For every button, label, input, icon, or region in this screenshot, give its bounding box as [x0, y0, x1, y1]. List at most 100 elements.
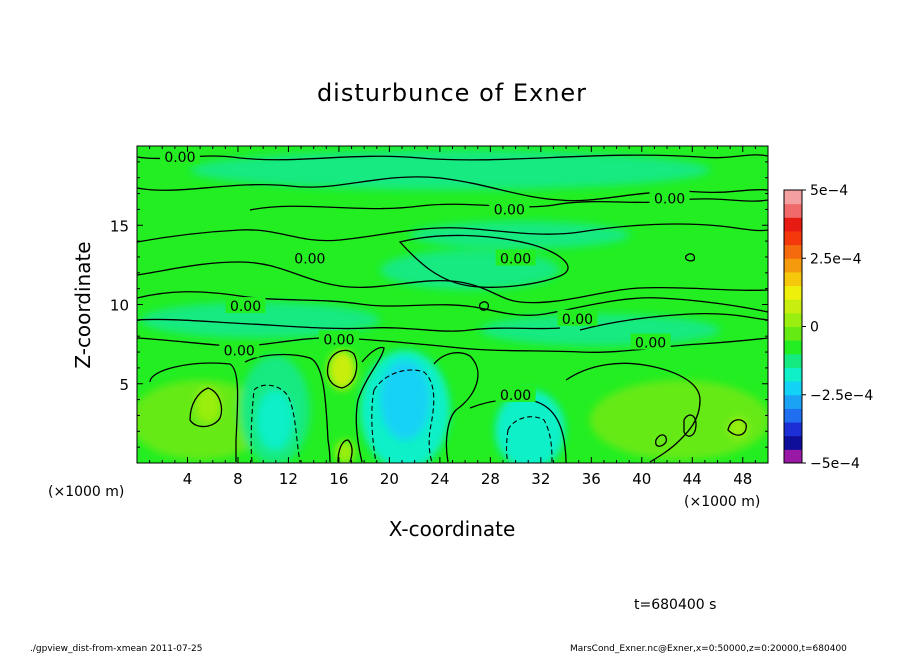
colorbar-level: [784, 435, 802, 450]
colorbar-level: [784, 190, 802, 205]
patch: [410, 221, 630, 249]
patch: [190, 150, 710, 190]
colorbar-level: [784, 230, 802, 246]
contour-line: [137, 154, 768, 161]
footer-right: MarsCond_Exner.nc@Exner,x=0:50000,z=0:20…: [570, 644, 847, 654]
contour-label-bg: [495, 385, 536, 402]
contour-line: [684, 253, 696, 262]
contour-line: [137, 223, 768, 243]
contour-label: 0.00: [323, 332, 354, 348]
colorbar-level: [784, 203, 802, 218]
colorbar-level: [784, 353, 802, 368]
contour-labels: 0.00 0.00 0.00 0.00 0.00 0.00 0.00 0.00 0.00 0.00…: [159, 148, 690, 404]
contour-label: 0.00: [635, 336, 666, 352]
colorbar-level: [784, 312, 802, 327]
contour-label: 0.00: [294, 252, 325, 268]
contour-label-bg: [630, 333, 671, 350]
y-axis: 5 10 15: [110, 161, 768, 448]
contour-line: [249, 198, 768, 211]
patch: [480, 314, 720, 346]
negative-contours: [250, 369, 553, 463]
contour-line: [433, 352, 479, 463]
contour-line: [137, 318, 561, 332]
contour-line: [137, 176, 768, 202]
x-tick-label: 32: [531, 470, 550, 488]
x-tick-label: 24: [430, 470, 449, 488]
x-tick-label: 20: [380, 470, 399, 488]
patch: [257, 390, 293, 450]
contour-line-dashed: [373, 369, 435, 463]
contour-label: 0.00: [500, 252, 531, 268]
contour-line: [478, 301, 490, 311]
contour-line: [565, 362, 701, 463]
footer-left: ./gpview_dist-from-xmean 2011-07-25: [30, 644, 202, 654]
contour-line: [337, 439, 353, 463]
contour-line: [398, 234, 569, 288]
y-tick-label: 15: [110, 217, 129, 235]
colorbar-tick-label: −5e−4: [810, 456, 860, 472]
contour-label-bg: [159, 148, 200, 165]
colorbar-level: [784, 326, 802, 341]
contour-label: 0.00: [164, 150, 195, 166]
contour-line-dashed: [371, 389, 377, 463]
x-tick-label: 36: [582, 470, 601, 488]
colorbar-level: [784, 299, 802, 314]
contour-label-bg: [289, 249, 330, 266]
contour-line: [137, 261, 768, 304]
x-tick-label: 40: [632, 470, 651, 488]
contour-line: [137, 291, 768, 316]
colorbar-tick-label: 5e−4: [810, 183, 848, 199]
patch: [140, 302, 380, 338]
x-tick-label: 4: [183, 470, 193, 488]
contour-label: 0.00: [230, 299, 261, 315]
x-axis-label: X-coordinate: [389, 517, 516, 541]
contour-label-bg: [557, 309, 598, 326]
colorbar-level: [784, 408, 802, 423]
contour-label: 0.00: [494, 202, 525, 218]
colorbar-level: [784, 394, 802, 409]
colorbar-level: [784, 285, 802, 300]
contour-label: 0.00: [654, 191, 685, 207]
patch: [196, 387, 220, 423]
contour-label: 0.00: [224, 343, 255, 359]
colorbar-level: [784, 217, 802, 232]
colorbar-level: [784, 258, 802, 273]
colorbar-tick-label: 0: [810, 320, 819, 336]
colorbar-level: [784, 340, 802, 355]
colorbar-tick-label: 2.5e−4: [810, 251, 862, 267]
contour-line: [355, 346, 385, 463]
colorbar-level: [784, 367, 802, 382]
x-tick-label: 16: [329, 470, 348, 488]
x-tick-label: 48: [733, 470, 752, 488]
chart-title: disturbunce of Exner: [317, 79, 587, 107]
contour-line: [683, 414, 697, 437]
x-tick-label: 44: [683, 470, 702, 488]
contour-line-dashed: [505, 429, 509, 463]
patch: [328, 350, 356, 390]
contour-line: [149, 362, 239, 462]
contour-label: 0.00: [562, 312, 593, 328]
contour-line-dashed: [250, 389, 255, 463]
contour-line: [579, 312, 768, 331]
colorbar-level: [784, 271, 802, 287]
x-axis: 4 8 12 16 20 24 28 32 36 40 44 48: [149, 146, 756, 488]
contour-label-bg: [318, 330, 359, 347]
x-unit-left: (×1000 m): [48, 484, 124, 500]
contour-line-dashed: [253, 384, 301, 463]
patch: [729, 418, 747, 438]
x-tick-label: 12: [279, 470, 298, 488]
x-tick-label: 8: [233, 470, 243, 488]
contour-label-bg: [489, 200, 530, 217]
contour-line: [655, 434, 667, 447]
x-tick-label: 28: [481, 470, 500, 488]
colorbar-level: [784, 381, 802, 396]
colorbar-level: [784, 449, 802, 464]
time-label: t=680400 s: [634, 597, 716, 613]
plot-area: 0.00 0.00 0.00 0.00 0.00 0.00 0.00 0.00 0.00 0.00…: [137, 146, 768, 463]
colorbar-tick-label: −2.5e−4: [810, 388, 873, 404]
contour-label-bg: [649, 189, 690, 206]
patch: [590, 380, 768, 460]
contour-line: [189, 387, 223, 428]
x-unit-right: (×1000 m): [684, 494, 760, 510]
